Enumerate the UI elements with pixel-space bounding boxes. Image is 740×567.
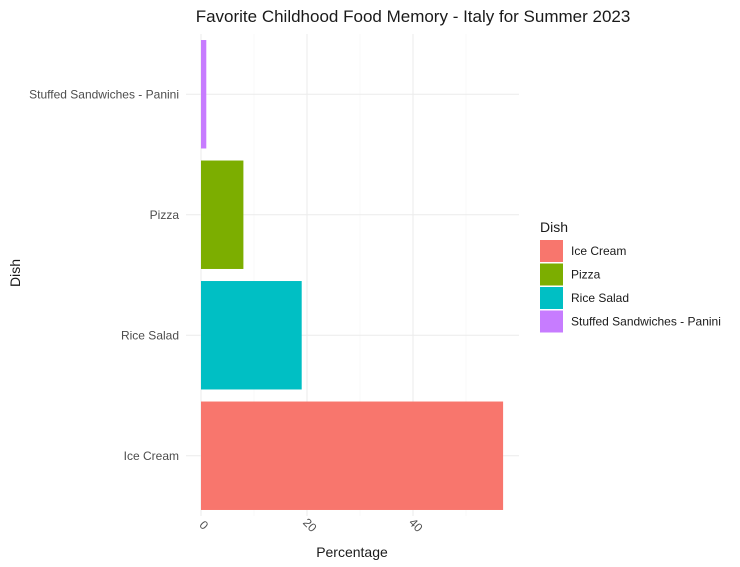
bar	[201, 401, 504, 510]
bar	[201, 40, 207, 149]
legend-swatch	[540, 263, 563, 286]
legend: Dish Ice Cream Pizza Rice Salad Stuffed San…	[540, 219, 721, 333]
legend-title: Dish	[540, 219, 568, 235]
chart-title: Favorite Childhood Food Memory - Italy f…	[196, 7, 631, 26]
y-tick-label: Pizza	[150, 208, 180, 222]
legend-label: Rice Salad	[571, 291, 629, 305]
legend-label: Stuffed Sandwiches - Panini	[571, 315, 721, 329]
x-tick-label: 40	[406, 515, 426, 535]
bars	[201, 40, 504, 510]
legend-swatch	[540, 310, 563, 333]
legend-label: Ice Cream	[571, 244, 626, 258]
x-axis-title: Percentage	[316, 544, 388, 560]
x-tick-label: 20	[300, 515, 320, 535]
y-tick-label: Rice Salad	[121, 328, 179, 342]
x-tick-labels: 0 20 40	[197, 515, 426, 535]
y-tick-labels: Ice Cream Rice Salad Pizza Stuffed Sandwich…	[29, 87, 179, 463]
x-tick-label: 0	[197, 518, 212, 533]
bar	[201, 281, 302, 390]
y-tick-label: Stuffed Sandwiches - Panini	[29, 87, 179, 101]
legend-swatch	[540, 240, 563, 262]
y-tick-label: Ice Cream	[124, 449, 179, 463]
legend-swatch	[540, 287, 563, 309]
bar	[201, 160, 244, 269]
y-axis-title: Dish	[7, 259, 23, 287]
legend-label: Pizza	[571, 268, 601, 282]
